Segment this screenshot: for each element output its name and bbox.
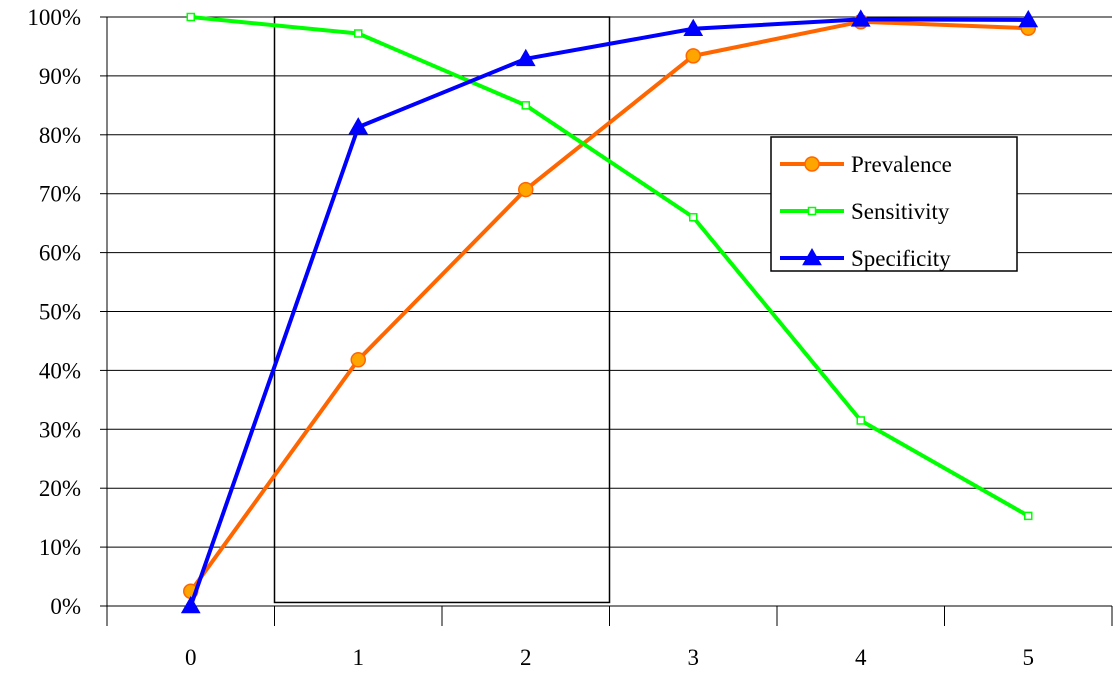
data-point-prevalence [350, 352, 366, 368]
x-tick-label: 2 [520, 645, 532, 670]
legend-label-prevalence: Prevalence [851, 152, 952, 177]
y-tick-label: 20% [39, 476, 81, 501]
y-tick-label: 80% [39, 123, 81, 148]
legend-marker-prevalence [804, 156, 820, 172]
data-point-prevalence [518, 181, 534, 198]
highlight-box [273, 16, 611, 604]
highlight-box-group [273, 16, 611, 604]
data-point-specificity [683, 18, 704, 37]
data-point-specificity [180, 595, 201, 614]
x-tick-label: 1 [353, 645, 365, 670]
data-point-sensitivity [1024, 511, 1033, 521]
series-line-prevalence [189, 19, 1029, 593]
y-tick-label: 30% [39, 417, 81, 442]
y-tick-label: 0% [50, 594, 81, 619]
x-tick-label: 0 [185, 645, 197, 670]
series-line-specificity [188, 17, 1029, 607]
data-point-specificity [1018, 9, 1039, 28]
legend: Prevalence Sensitivity Specificity [770, 136, 1018, 272]
y-tick-label: 90% [39, 64, 81, 89]
legend-marker-sensitivity [807, 206, 817, 216]
data-point-prevalence [685, 48, 701, 64]
series-line-sensitivity [190, 15, 1030, 518]
data-point-sensitivity [856, 416, 865, 425]
data-point-sensitivity [354, 29, 363, 38]
x-tick-label: 4 [855, 645, 867, 670]
data-point-specificity [515, 48, 536, 67]
data-point-sensitivity [689, 213, 698, 222]
legend-label-specificity: Specificity [851, 246, 951, 271]
y-tick-label: 40% [39, 358, 81, 383]
data-point-specificity [348, 117, 369, 135]
y-tick-label: 70% [39, 182, 81, 207]
x-tick-label: 5 [1023, 645, 1035, 670]
series-group [180, 9, 1039, 614]
axes: 0% 10% 20% 30% 40% 50% 60% 70% 80% 90% 100% 0 1 2 3 4 5 [27, 5, 1113, 670]
data-point-sensitivity [521, 101, 530, 110]
legend-label-sensitivity: Sensitivity [851, 199, 950, 224]
data-point-specificity [850, 9, 871, 27]
y-tick-label: 60% [39, 241, 81, 266]
y-tick-label: 10% [39, 535, 81, 560]
y-tick-label: 100% [27, 5, 81, 30]
x-tick-label: 3 [688, 645, 700, 670]
legend-marker-specificity [802, 247, 822, 266]
y-tick-label: 50% [39, 300, 81, 325]
data-point-sensitivity [186, 12, 195, 22]
